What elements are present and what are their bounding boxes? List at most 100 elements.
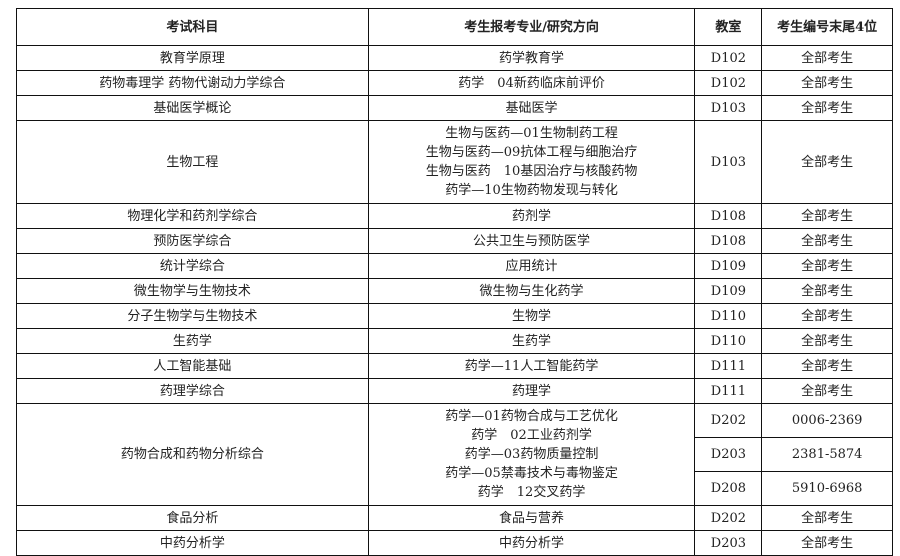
subject-cell: 基础医学概论 <box>16 95 369 121</box>
room-cell: D203 <box>694 437 763 472</box>
exam-room-table: 考试科目 考生报考专业/研究方向 教室 考生编号末尾4位 教育学原理 药学教育学 D… <box>16 8 893 556</box>
table-row: 生物工程 生物与医药—01生物制药工程 生物与医药—09抗体工程与细胞治疗 生物与医药… <box>16 120 893 204</box>
subject-cell: 微生物学与生物技术 <box>16 278 369 304</box>
major-line: 食品与营养 <box>499 510 565 526</box>
ids-cell: 全部考生 <box>761 378 893 404</box>
room-cell: D203 <box>694 530 763 556</box>
ids-cell: 全部考生 <box>761 505 893 531</box>
table-row: 统计学综合 应用统计 D109 全部考生 <box>16 253 893 279</box>
subject-cell: 教育学原理 <box>16 45 369 71</box>
major-cell: 药学—01药物合成与工艺优化 药学 02工业药剂学 药学—03药物质量控制 药学—05… <box>367 403 696 506</box>
major-line: 公共卫生与预防医学 <box>473 233 591 249</box>
room-cell: D110 <box>694 303 763 329</box>
room-cell: D208 <box>694 471 763 506</box>
major-line: 药学—11人工智能药学 <box>464 358 599 374</box>
room-cell: D102 <box>694 70 763 96</box>
major-line: 基础医学 <box>505 100 558 116</box>
room-cell: D108 <box>694 203 763 229</box>
ids-cell: 全部考生 <box>761 303 893 329</box>
major-cell: 公共卫生与预防医学 <box>367 228 696 254</box>
subject-cell: 药物合成和药物分析综合 <box>16 403 369 506</box>
major-line: 药剂学 <box>512 208 552 224</box>
major-line: 药学—10生物药物发现与转化 <box>445 183 618 198</box>
header-ids: 考生编号末尾4位 <box>761 8 893 46</box>
major-cell: 应用统计 <box>367 253 696 279</box>
subject-cell: 药理学综合 <box>16 378 369 404</box>
table-row: 药物合成和药物分析综合 药学—01药物合成与工艺优化 药学 02工业药剂学 药学—03… <box>16 403 893 506</box>
table-row: 教育学原理 药学教育学 D102 全部考生 <box>16 45 893 71</box>
major-cell: 生物学 <box>367 303 696 329</box>
subject-cell: 生物工程 <box>16 120 369 204</box>
subject-cell: 统计学综合 <box>16 253 369 279</box>
ids-cell: 0006-2369 <box>761 403 893 438</box>
ids-cell: 全部考生 <box>761 95 893 121</box>
ids-cell: 2381-5874 <box>761 437 893 472</box>
table-row: 人工智能基础 药学—11人工智能药学 D111 全部考生 <box>16 353 893 379</box>
room-cell: D102 <box>694 45 763 71</box>
room-cell: D103 <box>694 95 763 121</box>
room-cell: D108 <box>694 228 763 254</box>
room-cell: D109 <box>694 278 763 304</box>
header-major: 考生报考专业/研究方向 <box>367 8 696 46</box>
subject-cell: 药物毒理学 药物代谢动力学综合 <box>16 70 369 96</box>
room-cell: D111 <box>694 378 763 404</box>
major-cell: 药学—11人工智能药学 <box>367 353 696 379</box>
subject-cell: 人工智能基础 <box>16 353 369 379</box>
major-line: 药学—05禁毒技术与毒物鉴定 <box>445 466 618 481</box>
major-line: 药学教育学 <box>499 50 565 66</box>
major-line: 生物与医药—09抗体工程与细胞治疗 <box>425 145 638 160</box>
major-cell: 基础医学 <box>367 95 696 121</box>
room-cell: D103 <box>694 120 763 204</box>
major-cell: 生药学 <box>367 328 696 354</box>
major-line: 药学 02工业药剂学 <box>471 428 592 443</box>
major-line: 生药学 <box>512 333 552 349</box>
table-row: 药理学综合 药理学 D111 全部考生 <box>16 378 893 404</box>
major-cell: 药学 04新药临床前评价 <box>367 70 696 96</box>
major-line: 生物与医药—01生物制药工程 <box>445 126 618 141</box>
table-row: D203 2381-5874 <box>17 437 893 472</box>
major-cell: 食品与营养 <box>367 505 696 531</box>
ids-cell: 全部考生 <box>761 530 893 556</box>
major-cell: 药剂学 <box>367 203 696 229</box>
major-cell: 中药分析学 <box>367 530 696 556</box>
subject-cell: 生药学 <box>16 328 369 354</box>
ids-cell: 全部考生 <box>761 70 893 96</box>
subject-cell: 中药分析学 <box>16 530 369 556</box>
table-row: 分子生物学与生物技术 生物学 D110 全部考生 <box>16 303 893 329</box>
table-row: 中药分析学 中药分析学 D203 全部考生 <box>16 530 893 556</box>
major-line: 生物与医药 10基因治疗与核酸药物 <box>425 164 638 179</box>
major-cell: 药学教育学 <box>367 45 696 71</box>
ids-cell: 全部考生 <box>761 45 893 71</box>
table-row: D208 5910-6968 <box>17 471 893 506</box>
major-line: 药学 12交叉药学 <box>477 485 586 500</box>
ids-cell: 全部考生 <box>761 328 893 354</box>
subject-cell: 分子生物学与生物技术 <box>16 303 369 329</box>
room-cell: D111 <box>694 353 763 379</box>
room-cell: D109 <box>694 253 763 279</box>
table-row: 药物毒理学 药物代谢动力学综合 药学 04新药临床前评价 D102 全部考生 <box>16 70 893 96</box>
subject-cell: 预防医学综合 <box>16 228 369 254</box>
table-row: 微生物学与生物技术 微生物与生化药学 D109 全部考生 <box>16 278 893 304</box>
table-row: 基础医学概论 基础医学 D103 全部考生 <box>16 95 893 121</box>
ids-cell: 全部考生 <box>761 353 893 379</box>
ids-cell: 全部考生 <box>761 253 893 279</box>
table-header-row: 考试科目 考生报考专业/研究方向 教室 考生编号末尾4位 <box>16 8 893 46</box>
table-row: 食品分析 食品与营养 D202 全部考生 <box>16 505 893 531</box>
subject-cell: 食品分析 <box>16 505 369 531</box>
ids-cell: 全部考生 <box>761 278 893 304</box>
ids-cell: 全部考生 <box>761 120 893 204</box>
room-cell: D202 <box>694 403 763 438</box>
major-line: 生物学 <box>512 308 552 324</box>
major-line: 药理学 <box>512 383 552 399</box>
major-cell: 药理学 <box>367 378 696 404</box>
ids-cell: 5910-6968 <box>761 471 893 506</box>
major-cell: 生物与医药—01生物制药工程生物与医药—09抗体工程与细胞治疗 生物与医药 10基… <box>367 120 696 204</box>
major-line: 中药分析学 <box>499 535 565 551</box>
major-line: 药学—01药物合成与工艺优化 <box>445 409 618 424</box>
ids-cell: 全部考生 <box>761 203 893 229</box>
table-row: 物理化学和药剂学综合 药剂学 D108 全部考生 <box>16 203 893 229</box>
room-cell: D202 <box>694 505 763 531</box>
header-subject: 考试科目 <box>16 8 369 46</box>
header-room: 教室 <box>694 8 763 46</box>
major-line: 应用统计 <box>505 258 558 274</box>
